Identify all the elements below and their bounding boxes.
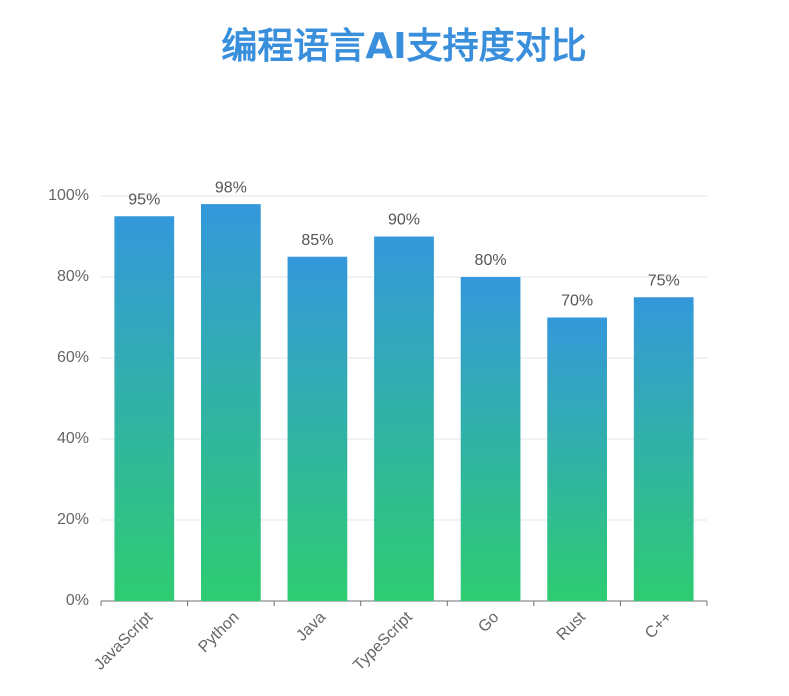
bar bbox=[374, 236, 434, 601]
x-tick-label: Go bbox=[475, 609, 502, 636]
bar bbox=[460, 277, 521, 601]
x-tick-label: TypeScript bbox=[350, 608, 416, 674]
y-tick-label: 80% bbox=[57, 268, 89, 285]
x-tick-label: JavaScript bbox=[91, 608, 156, 673]
y-tick-label: 40% bbox=[57, 430, 89, 447]
value-label: 75% bbox=[648, 272, 680, 289]
x-tick-label: Rust bbox=[554, 608, 590, 644]
x-tick-label: C++ bbox=[642, 609, 675, 642]
value-label: 90% bbox=[388, 212, 420, 229]
x-tick-label: Java bbox=[293, 609, 329, 645]
y-tick-label: 0% bbox=[66, 592, 89, 609]
bar bbox=[287, 256, 348, 601]
value-label: 70% bbox=[561, 293, 593, 310]
chart-title: 编程语言AI支持度对比 bbox=[221, 26, 586, 67]
value-label: 98% bbox=[215, 179, 247, 196]
x-tick-label: Python bbox=[195, 609, 242, 656]
bar bbox=[547, 317, 608, 601]
bar bbox=[633, 297, 694, 601]
bar bbox=[200, 204, 261, 601]
value-label: 80% bbox=[475, 252, 507, 269]
bar bbox=[114, 216, 175, 601]
y-tick-label: 60% bbox=[57, 349, 89, 366]
value-label: 85% bbox=[301, 232, 333, 249]
value-label: 95% bbox=[128, 191, 160, 208]
y-tick-label: 20% bbox=[57, 511, 89, 528]
y-tick-label: 100% bbox=[48, 187, 89, 204]
